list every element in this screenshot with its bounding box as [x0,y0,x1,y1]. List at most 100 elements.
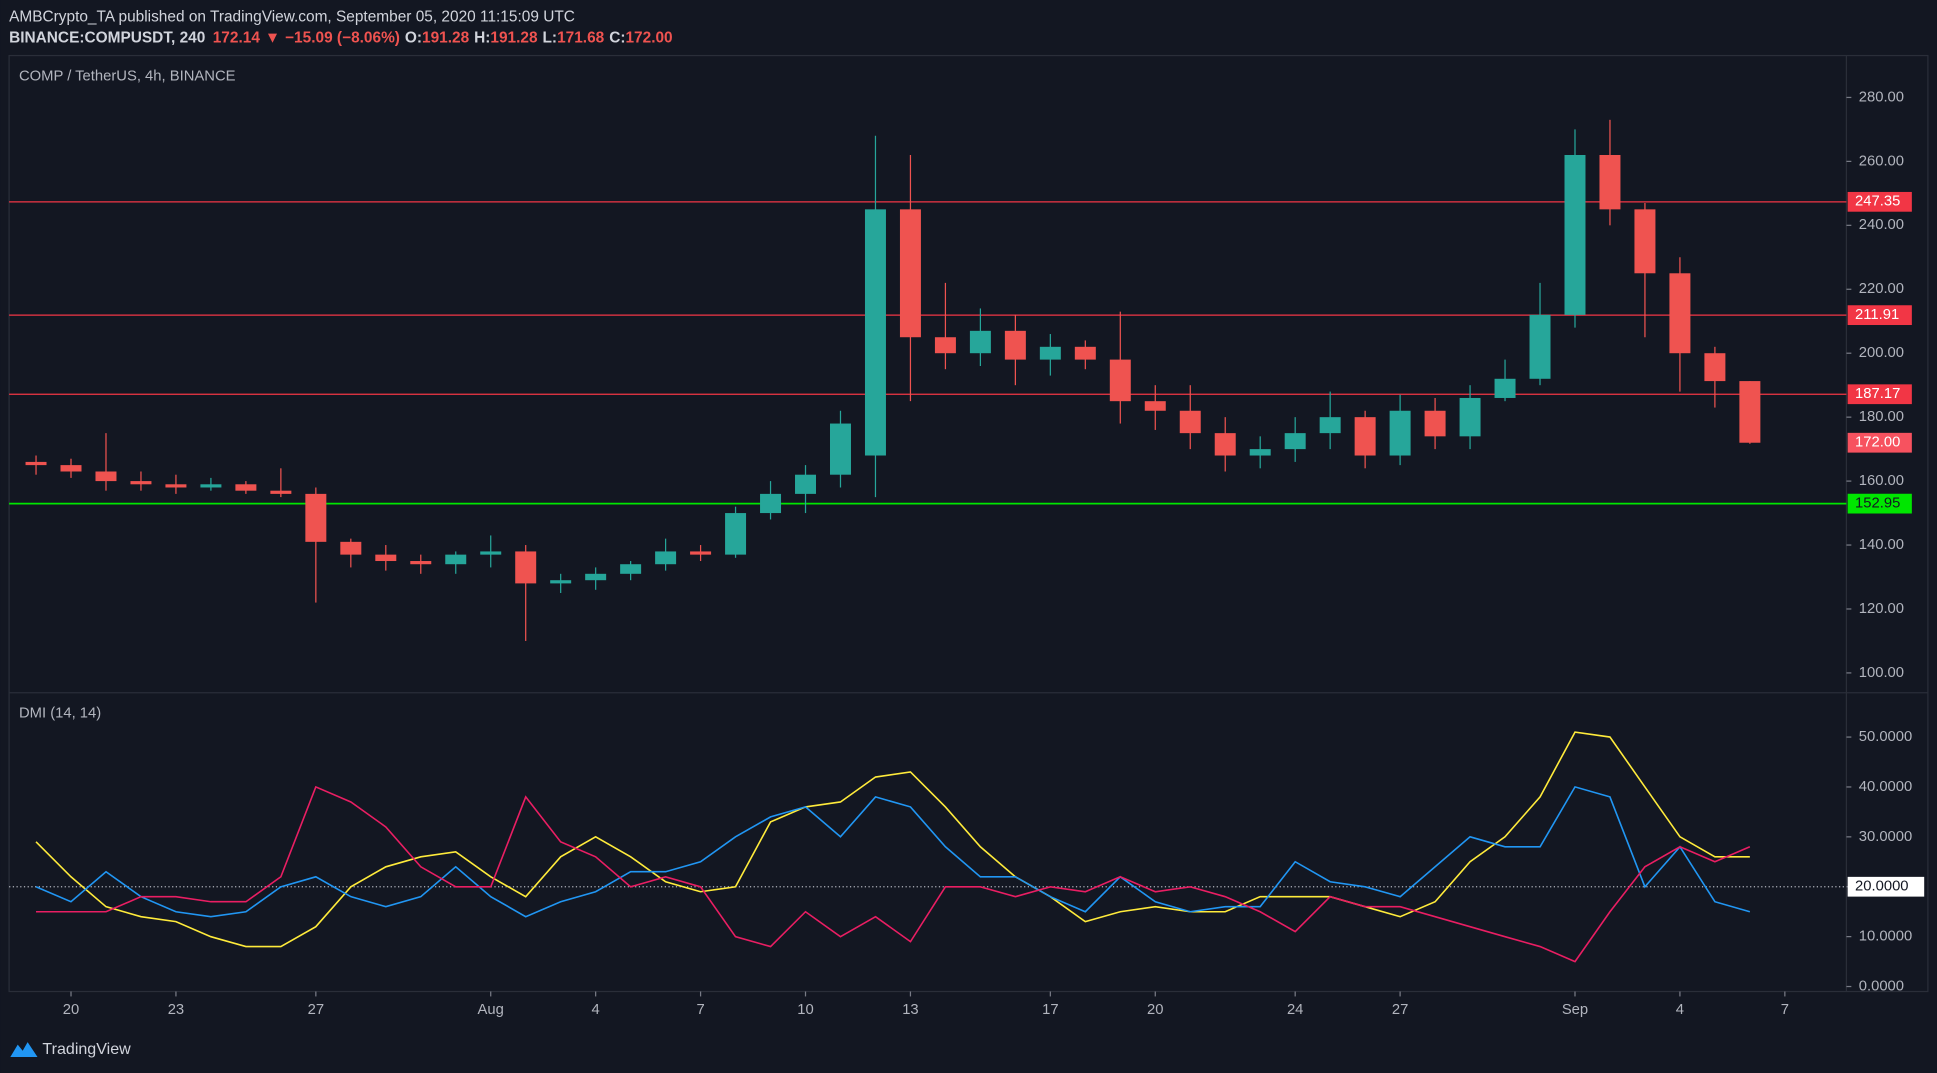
candle-body [480,551,502,555]
candle-body [1704,353,1726,382]
dmi-pane: 0.0000 10.0000 20.0000 30.0000 40.0000 50.000… [9,729,1925,1018]
x-tick-label: 7 [1781,1002,1789,1018]
level-tag [1847,305,1912,326]
candle-body [1564,154,1586,315]
candle-body [620,564,642,574]
candle-body [1739,381,1761,443]
candle-body [899,209,921,338]
c-label: C: [609,29,625,46]
x-tick-label: 4 [1676,1002,1684,1018]
candle-body [1039,346,1061,360]
x-tick-label: Sep [1562,1002,1588,1018]
candle-body [690,551,712,555]
candle-body [25,461,47,466]
y-tick-label: 240.00 [1859,217,1904,233]
candle-body [270,490,292,494]
y-tick-label: 10.0000 [1859,929,1913,945]
author-line: AMBCrypto_TA published on TradingView.co… [9,8,575,25]
symbol: BINANCE:COMPUSDT, 240 [9,29,205,46]
level-tag [1847,191,1912,212]
x-tick-label: 17 [1042,1002,1058,1018]
o-label: O: [405,29,422,46]
candle-body [725,513,747,555]
level-tag [1847,493,1912,514]
candle-body [969,330,991,354]
l: 171.68 [557,29,605,46]
h-label: H: [474,29,490,46]
y-tick-label: 280.00 [1859,89,1904,105]
candle-body [165,484,187,488]
y-tick-label: 160.00 [1859,473,1904,489]
h: 191.28 [490,29,538,46]
candle-body [795,474,817,494]
dmi-pane-title: DMI (14, 14) [19,706,101,722]
o: 191.28 [422,29,470,46]
y-tick-label: 50.0000 [1859,729,1913,745]
candle-body [1634,209,1656,274]
last-price-label: 172.00 [1855,435,1900,451]
candle-body [1529,314,1551,379]
y-tick-label: 180.00 [1859,409,1904,425]
x-tick-label: 20 [1147,1002,1163,1018]
candle-body [1599,154,1621,210]
y-tick-label: 140.00 [1859,537,1904,553]
y-tick-label: 200.00 [1859,345,1904,361]
y-tick-label: 100.00 [1859,665,1904,681]
candle-body [655,551,677,565]
candle-body [550,580,572,584]
level-label: 247.35 [1855,194,1900,210]
x-tick-label: Aug [478,1002,504,1018]
candle-body [60,465,82,472]
y-tick-label: 260.00 [1859,153,1904,169]
candle-body [1319,417,1341,434]
candle-body [1109,359,1131,402]
candle-body [1424,410,1446,437]
x-tick-label: 10 [797,1002,813,1018]
price-pane-title: COMP / TetherUS, 4h, BINANCE [19,68,236,84]
x-tick-label: 4 [592,1002,600,1018]
candle-body [1214,433,1236,456]
candle-body [1249,449,1271,456]
y-tick-label: 0.0000 [1859,978,1904,994]
x-tick-label: 20 [63,1002,79,1018]
dmi-line [35,731,1750,948]
candle-body [445,554,467,565]
candle-body [235,484,257,491]
candle-body [95,471,117,482]
symbol-line: BINANCE:COMPUSDT, 240 172.14 ▼ −15.09 (−8.0… [9,29,673,46]
last-price-tag [1847,432,1912,453]
price-pane: 100.00 120.00 140.00 160.00 180.00 200.00 220.… [9,89,1912,681]
y-tick-label: 120.00 [1859,601,1904,617]
candle-body [1494,378,1516,398]
candle-body [515,551,537,584]
candle-body [829,423,851,475]
level-label: 152.95 [1855,496,1900,512]
candle-body [1179,410,1201,434]
change: −15.09 (−8.06%) [285,29,400,46]
candle-body [340,541,362,555]
c: 172.00 [625,29,672,46]
x-tick-label: 13 [902,1002,918,1018]
reference-tag [1847,876,1925,897]
candle-body [1144,401,1166,411]
candle-body [1004,330,1026,360]
candle-body [1074,346,1096,360]
candle-body [760,493,782,514]
level-label: 211.91 [1855,307,1899,323]
arrow: ▼ [265,29,280,46]
candle-body [305,493,327,542]
frame [8,54,1929,993]
reference-label: 20.0000 [1855,879,1909,895]
candle-body [1354,417,1376,456]
candle-body [375,554,397,562]
x-tick-label: 23 [168,1002,184,1018]
logo: TradingView [10,1040,131,1058]
candle-body [585,573,607,581]
x-tick-label: 24 [1287,1002,1303,1018]
candle-body [200,484,222,488]
dmi-line [36,785,1751,963]
last: 172.14 [213,29,261,46]
